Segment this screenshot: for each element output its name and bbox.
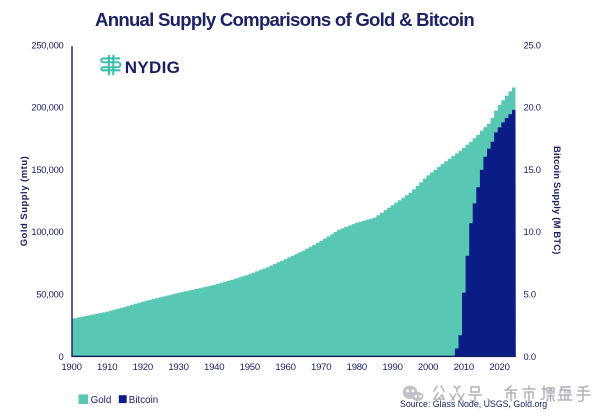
svg-text:50,000: 50,000 bbox=[36, 289, 63, 300]
svg-text:0.0: 0.0 bbox=[524, 351, 536, 362]
svg-text:0: 0 bbox=[59, 351, 64, 362]
svg-text:1910: 1910 bbox=[97, 362, 117, 373]
svg-text:20.0: 20.0 bbox=[524, 102, 541, 113]
svg-text:25.0: 25.0 bbox=[524, 39, 541, 50]
svg-text:2000: 2000 bbox=[418, 362, 438, 373]
svg-text:2020: 2020 bbox=[489, 362, 509, 373]
svg-text:NYDIG: NYDIG bbox=[125, 58, 180, 77]
svg-text:150,000: 150,000 bbox=[31, 164, 63, 175]
svg-text:15.0: 15.0 bbox=[524, 164, 541, 175]
svg-text:1940: 1940 bbox=[204, 362, 224, 373]
svg-text:2010: 2010 bbox=[454, 362, 474, 373]
svg-text:Gold Supply (mtu): Gold Supply (mtu) bbox=[18, 156, 29, 247]
svg-text:5.0: 5.0 bbox=[524, 289, 536, 300]
svg-text:Bitcoin Supply (M BTC): Bitcoin Supply (M BTC) bbox=[552, 146, 563, 255]
svg-text:1970: 1970 bbox=[311, 362, 331, 373]
svg-text:250,000: 250,000 bbox=[31, 39, 63, 50]
svg-text:1950: 1950 bbox=[240, 362, 260, 373]
svg-text:200,000: 200,000 bbox=[31, 102, 63, 113]
svg-text:1930: 1930 bbox=[168, 362, 188, 373]
svg-text:Source: Glass Node, USGS, Gold: Source: Glass Node, USGS, Gold.org bbox=[400, 399, 547, 409]
svg-text:Gold: Gold bbox=[91, 395, 112, 406]
svg-text:1960: 1960 bbox=[275, 362, 295, 373]
svg-text:10.0: 10.0 bbox=[524, 226, 541, 237]
svg-text:1990: 1990 bbox=[382, 362, 402, 373]
svg-text:Bitcoin: Bitcoin bbox=[129, 395, 158, 406]
svg-text:1900: 1900 bbox=[61, 362, 81, 373]
svg-text:1980: 1980 bbox=[347, 362, 367, 373]
svg-text:100,000: 100,000 bbox=[31, 226, 63, 237]
svg-text:Annual Supply Comparisons of G: Annual Supply Comparisons of Gold & Bitc… bbox=[95, 9, 474, 30]
svg-text:1920: 1920 bbox=[133, 362, 153, 373]
